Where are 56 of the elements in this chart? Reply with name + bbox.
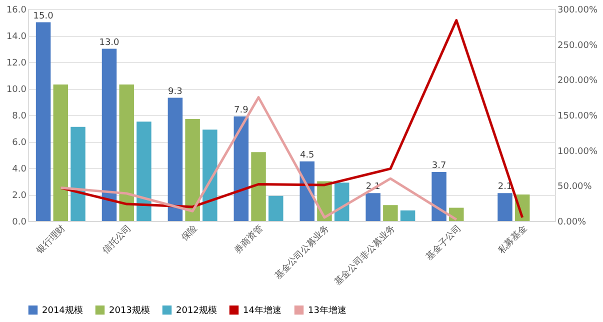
y-tick-label: 10.0 bbox=[6, 85, 27, 95]
x-tick-label: 信托公司 bbox=[100, 222, 134, 256]
y2-tick-label: 200.00% bbox=[558, 76, 598, 86]
x-tick-label: 私募基金 bbox=[496, 222, 530, 256]
bar bbox=[400, 210, 416, 221]
legend-label: 14年增速 bbox=[243, 305, 282, 316]
bar bbox=[102, 48, 117, 221]
x-tick-label: 银行理财 bbox=[34, 222, 68, 257]
y2-tick-label: 300.00% bbox=[558, 6, 598, 16]
y-tick-label: 0.0 bbox=[12, 218, 27, 228]
bar bbox=[136, 122, 152, 221]
line-series bbox=[59, 19, 524, 219]
x-tick-label: 基金公司公募业务 bbox=[272, 222, 332, 282]
x-tick-label: 基金公司非公募业务 bbox=[332, 222, 398, 288]
bar bbox=[366, 193, 380, 221]
bar bbox=[383, 205, 398, 221]
data-label: 4.5 bbox=[300, 150, 314, 160]
data-label: 15.0 bbox=[33, 11, 54, 22]
y-tick-label: 2.0 bbox=[12, 191, 27, 201]
y-tick-label: 8.0 bbox=[12, 112, 27, 122]
data-label: 3.7 bbox=[432, 160, 446, 171]
bar bbox=[70, 126, 86, 221]
data-label: 2.1 bbox=[498, 182, 512, 192]
bar bbox=[251, 152, 266, 221]
data-label: 7.9 bbox=[234, 105, 249, 116]
bar bbox=[168, 98, 183, 221]
bar bbox=[268, 196, 284, 221]
y2-tick-label: 250.00% bbox=[558, 40, 598, 51]
y2-tick-label: 100.00% bbox=[558, 146, 598, 157]
legend-label: 13年增速 bbox=[308, 305, 346, 316]
bar bbox=[498, 193, 512, 221]
bar bbox=[53, 84, 68, 221]
y-tick-label: 4.0 bbox=[12, 164, 27, 174]
y-tick-label: 16.0 bbox=[6, 6, 27, 16]
bar bbox=[36, 22, 51, 221]
x-tick-label: 基金子公司 bbox=[424, 222, 464, 262]
y-tick-label: 12.0 bbox=[6, 58, 27, 68]
bar bbox=[234, 116, 249, 221]
bar bbox=[185, 118, 200, 221]
legend-label: 2012规模 bbox=[176, 305, 217, 316]
line-series bbox=[59, 96, 458, 221]
x-tick-label: 保险 bbox=[179, 222, 200, 244]
y2-tick-label: 150.00% bbox=[558, 112, 598, 122]
bar bbox=[432, 172, 446, 221]
legend-label: 2014规模 bbox=[42, 305, 83, 316]
bar bbox=[334, 182, 350, 221]
data-label: 13.0 bbox=[99, 38, 120, 48]
y2-tick-label: 50.00% bbox=[558, 182, 592, 192]
y-tick-label: 14.0 bbox=[6, 32, 27, 42]
bar bbox=[119, 84, 134, 221]
x-tick-label: 券商资管 bbox=[232, 222, 266, 256]
y-tick-label: 6.0 bbox=[12, 138, 27, 148]
y2-tick-label: 0.00% bbox=[558, 218, 587, 228]
data-label: 9.3 bbox=[168, 86, 182, 97]
legend-label: 2013规模 bbox=[109, 305, 150, 316]
bar bbox=[202, 130, 218, 221]
